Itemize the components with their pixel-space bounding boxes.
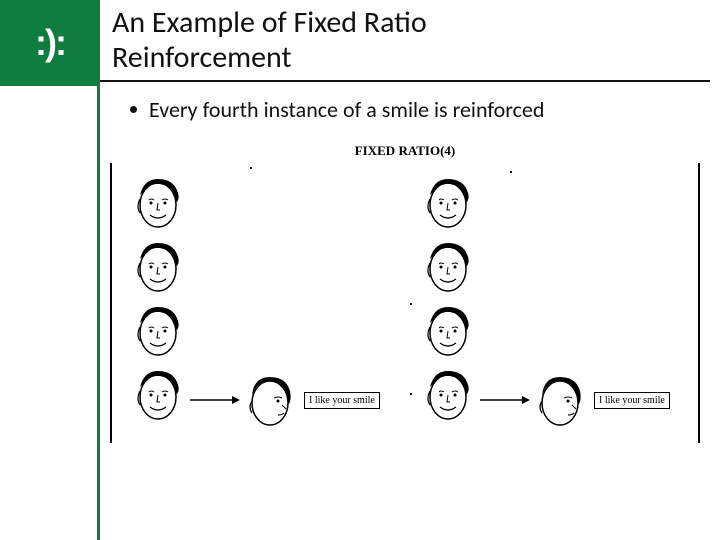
fixed-ratio-diagram: FIXED RATIO(4) [110, 143, 700, 483]
slide-header: :): An Example of Fixed Ratio Reinforcem… [0, 0, 720, 86]
speech-label: I like your smile [594, 392, 670, 409]
title-line-2: Reinforcement [112, 39, 292, 76]
speech-label: I like your smile [304, 392, 380, 409]
smile-head-icon [130, 301, 186, 359]
artifact-dot [410, 393, 412, 395]
logo-block: :): [0, 0, 100, 86]
title-line-1: An Example of Fixed Ratio [112, 4, 427, 41]
artifact-dot [410, 303, 412, 305]
arrow-right-icon [480, 393, 530, 407]
smile-head-icon [130, 173, 186, 231]
diagram-title: FIXED RATIO(4) [355, 143, 456, 159]
slide-title: An Example of Fixed Ratio Reinforcement [112, 6, 720, 75]
side-accent-bar [0, 86, 100, 540]
arrow-right-icon [190, 393, 240, 407]
smile-head-icon [420, 173, 476, 231]
diagram-left-border [110, 163, 112, 443]
title-underline [100, 80, 710, 82]
reinforcement-right: I like your smile [420, 371, 670, 429]
speaker-head-icon [244, 371, 300, 429]
artifact-dot [510, 171, 512, 173]
bullet-dot-icon [130, 106, 137, 113]
bullet-row: Every fourth instance of a smile is rein… [110, 96, 710, 123]
smile-head-icon [420, 237, 476, 295]
logo-text: :): [35, 22, 65, 64]
slide-content: Every fourth instance of a smile is rein… [110, 96, 710, 540]
smile-head-icon [420, 301, 476, 359]
speaker-head-icon [534, 371, 590, 429]
reinforcement-left: I like your smile [130, 371, 380, 429]
title-block: An Example of Fixed Ratio Reinforcement [100, 0, 720, 86]
diagram-right-border [698, 163, 700, 443]
bullet-text: Every fourth instance of a smile is rein… [149, 96, 544, 123]
artifact-dot [250, 167, 252, 169]
smile-head-icon [130, 237, 186, 295]
